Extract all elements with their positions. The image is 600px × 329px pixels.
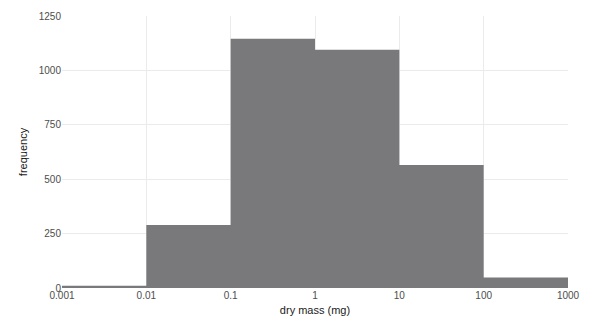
svg-text:1000: 1000 [557, 290, 580, 301]
svg-text:500: 500 [44, 174, 61, 185]
svg-text:250: 250 [44, 228, 61, 239]
svg-text:frequency: frequency [17, 127, 29, 176]
svg-text:0.001: 0.001 [49, 290, 74, 301]
svg-text:100: 100 [475, 290, 492, 301]
svg-text:750: 750 [44, 119, 61, 130]
svg-text:0: 0 [55, 283, 61, 294]
svg-text:10: 10 [394, 290, 406, 301]
svg-text:dry mass (mg): dry mass (mg) [280, 304, 350, 316]
svg-text:0.01: 0.01 [137, 290, 157, 301]
svg-text:1000: 1000 [39, 65, 62, 76]
svg-text:1250: 1250 [39, 11, 62, 22]
svg-text:1: 1 [312, 290, 318, 301]
svg-text:0.1: 0.1 [224, 290, 238, 301]
